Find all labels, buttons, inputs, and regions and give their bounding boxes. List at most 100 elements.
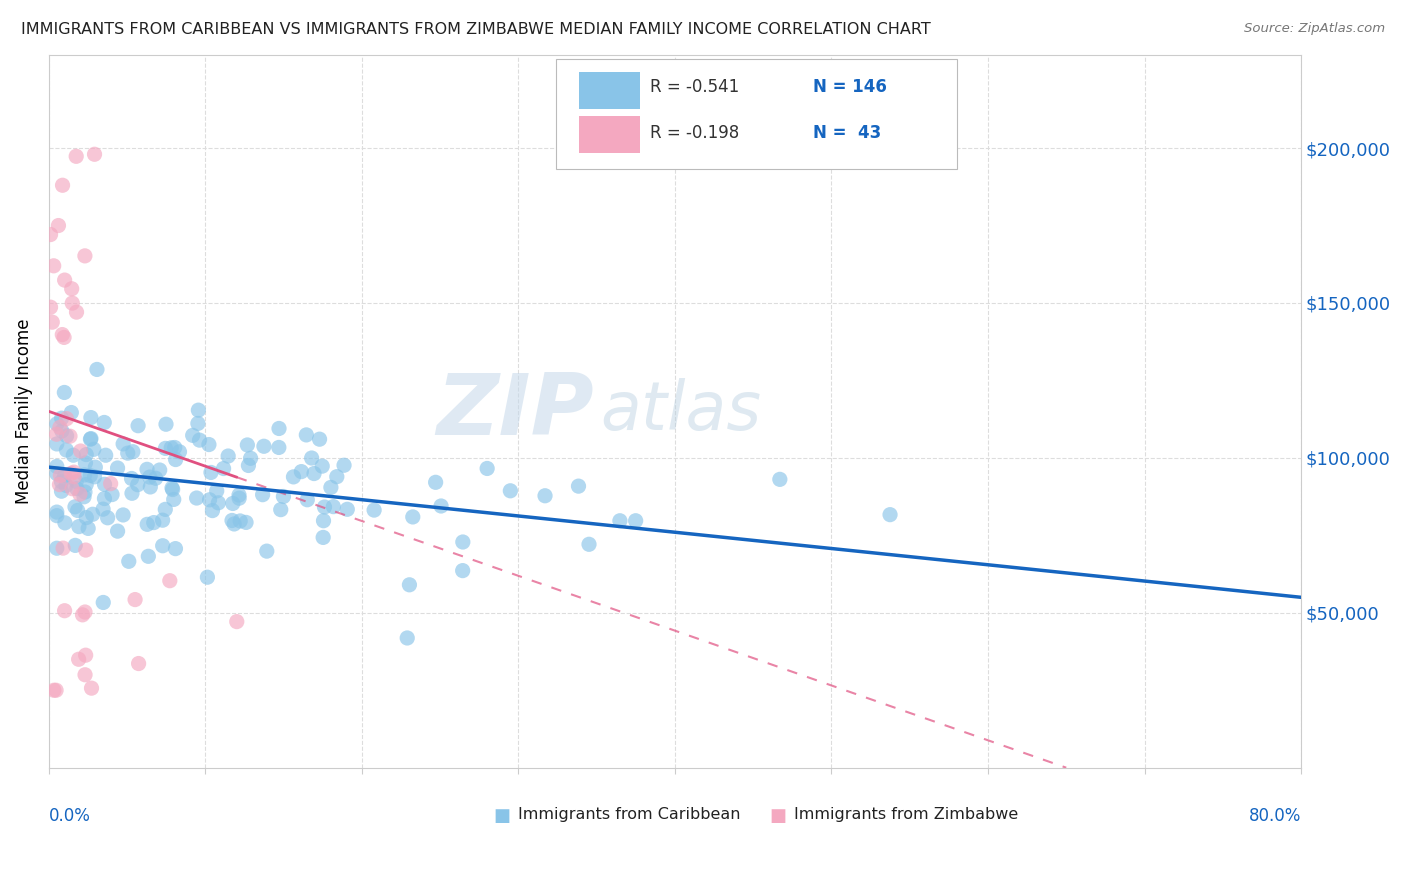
- Text: ZIP: ZIP: [436, 370, 593, 453]
- Point: [75, 648, 97, 663]
- Point: [93, 416, 115, 430]
- Point: [624, 514, 647, 528]
- Point: [91, 595, 114, 609]
- Point: [138, 549, 160, 564]
- Point: [160, 481, 183, 495]
- Point: [45, 427, 67, 442]
- Point: [127, 477, 149, 491]
- Point: [121, 486, 143, 500]
- Point: [118, 554, 141, 568]
- Point: [84, 460, 107, 475]
- Point: [83, 442, 105, 457]
- Point: [534, 489, 557, 503]
- Point: [73, 485, 96, 500]
- Point: [430, 499, 453, 513]
- Point: [73, 667, 96, 681]
- Point: [121, 444, 143, 458]
- Point: [45, 505, 67, 519]
- Point: [53, 330, 76, 344]
- Point: [165, 541, 187, 556]
- Point: [308, 432, 330, 446]
- Point: [67, 519, 90, 533]
- Point: [205, 483, 228, 498]
- Point: [79, 468, 101, 483]
- Text: N = 146: N = 146: [813, 78, 887, 96]
- Point: [63, 500, 86, 514]
- Text: 80.0%: 80.0%: [1249, 807, 1301, 825]
- Point: [51, 411, 73, 425]
- Point: [53, 516, 76, 530]
- Point: [52, 541, 75, 556]
- Point: [273, 490, 295, 504]
- Point: [65, 538, 87, 552]
- Point: [128, 657, 150, 671]
- Point: [879, 508, 901, 522]
- Point: [39, 300, 62, 314]
- Point: [312, 514, 335, 528]
- Text: ■: ■: [494, 807, 510, 825]
- Point: [60, 467, 83, 481]
- Point: [267, 441, 290, 455]
- Point: [311, 459, 333, 474]
- Point: [402, 510, 425, 524]
- Y-axis label: Median Family Income: Median Family Income: [15, 318, 32, 504]
- Point: [142, 516, 165, 530]
- Point: [145, 471, 167, 485]
- Point: [107, 461, 129, 475]
- Point: [163, 492, 186, 507]
- Point: [136, 517, 159, 532]
- Point: [51, 484, 73, 499]
- Point: [228, 491, 250, 506]
- Point: [451, 535, 474, 549]
- Point: [297, 492, 319, 507]
- Point: [236, 438, 259, 452]
- Point: [222, 496, 245, 510]
- Point: [45, 459, 67, 474]
- Point: [49, 468, 72, 483]
- Text: IMMIGRANTS FROM CARIBBEAN VS IMMIGRANTS FROM ZIMBABWE MEDIAN FAMILY INCOME CORRE: IMMIGRANTS FROM CARIBBEAN VS IMMIGRANTS …: [21, 22, 931, 37]
- Point: [45, 541, 67, 556]
- Text: ■: ■: [769, 807, 786, 825]
- Point: [55, 478, 77, 492]
- Point: [51, 475, 73, 489]
- Point: [69, 487, 91, 501]
- Point: [73, 249, 96, 263]
- Point: [39, 227, 62, 242]
- Point: [75, 477, 97, 491]
- Point: [336, 502, 359, 516]
- Point: [267, 421, 290, 435]
- Point: [55, 443, 77, 458]
- Point: [312, 530, 335, 544]
- Point: [217, 449, 239, 463]
- Point: [256, 544, 278, 558]
- Point: [82, 508, 104, 522]
- Point: [48, 219, 70, 233]
- Point: [53, 385, 76, 400]
- Point: [499, 483, 522, 498]
- Point: [159, 574, 181, 588]
- Point: [55, 429, 77, 443]
- Text: Source: ZipAtlas.com: Source: ZipAtlas.com: [1244, 22, 1385, 36]
- Point: [149, 463, 172, 477]
- Point: [197, 570, 219, 584]
- Point: [73, 605, 96, 619]
- Point: [80, 432, 103, 446]
- Point: [100, 476, 122, 491]
- Point: [314, 500, 336, 514]
- Point: [91, 502, 114, 516]
- Point: [302, 467, 325, 481]
- Point: [86, 362, 108, 376]
- Point: [42, 683, 65, 698]
- Point: [93, 477, 115, 491]
- Point: [93, 491, 115, 506]
- Point: [155, 417, 177, 432]
- Point: [139, 470, 162, 484]
- Point: [75, 456, 97, 470]
- Point: [270, 502, 292, 516]
- Point: [295, 428, 318, 442]
- Point: [121, 471, 143, 485]
- Point: [75, 510, 97, 524]
- Point: [163, 441, 186, 455]
- Point: [45, 417, 67, 431]
- Point: [152, 513, 174, 527]
